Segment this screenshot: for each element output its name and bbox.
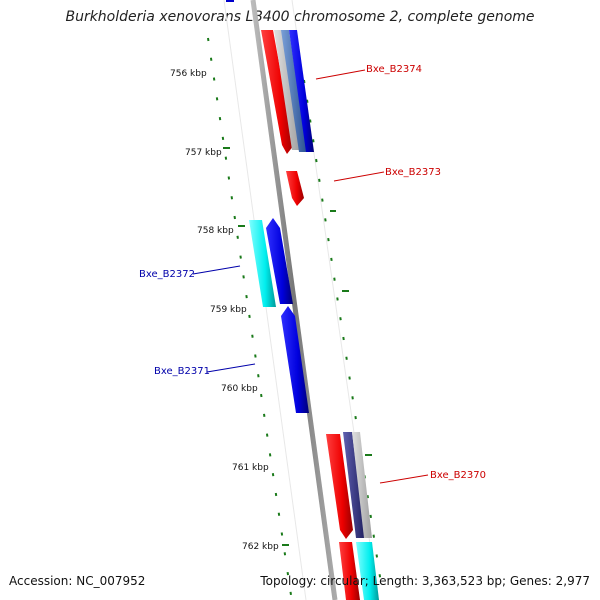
gc-skew-strong-marks xyxy=(223,147,372,546)
gene-label-bxe-b2371[interactable]: Bxe_B2371 xyxy=(154,366,210,377)
kbp-label: 761 kbp xyxy=(232,463,269,473)
gene-label-bxe-b2373[interactable]: Bxe_B2373 xyxy=(385,167,441,178)
gene-bxe-b2373[interactable] xyxy=(286,171,304,206)
gene-bxe-b2370-navy[interactable] xyxy=(343,432,365,538)
gene-bxe-b2374-steel[interactable] xyxy=(281,30,307,152)
gene-label-bxe-b2374[interactable]: Bxe_B2374 xyxy=(366,64,422,75)
kbp-scale: 756 kbp 757 kbp 758 kbp 759 kbp 760 kbp … xyxy=(170,69,279,552)
gene-bxe-b2370-red[interactable] xyxy=(326,434,353,539)
gene-next-red[interactable] xyxy=(339,542,360,600)
topology-text: Topology: circular; Length: 3,363,523 bp… xyxy=(260,574,590,588)
gene-bxe-b2370-group[interactable] xyxy=(326,432,372,539)
gene-bxe-b2374-group[interactable] xyxy=(261,30,314,154)
gene-top-partial[interactable] xyxy=(226,0,234,2)
gene-label-bxe-b2370[interactable]: Bxe_B2370 xyxy=(430,470,486,481)
kbp-label: 762 kbp xyxy=(242,542,279,552)
gene-label-bxe-b2372[interactable]: Bxe_B2372 xyxy=(139,269,195,280)
gene-bxe-b2372[interactable] xyxy=(266,218,293,304)
backbone-ring xyxy=(250,0,338,600)
kbp-label: 759 kbp xyxy=(210,305,247,315)
gene-bxe-b2371[interactable] xyxy=(281,306,309,413)
kbp-label: 757 kbp xyxy=(185,148,222,158)
kbp-label: 758 kbp xyxy=(197,226,234,236)
gene-next-cyan[interactable] xyxy=(356,542,379,600)
gene-bxe-b2374-gray[interactable] xyxy=(274,30,300,150)
kbp-label: 756 kbp xyxy=(170,69,207,79)
gc-skew-marks xyxy=(207,37,383,596)
gene-bxe-b2374-blue[interactable] xyxy=(289,30,314,152)
map-title: Burkholderia xenovorans LB400 chromosome… xyxy=(65,9,535,25)
kbp-label: 760 kbp xyxy=(221,384,258,394)
gene-bxe-b2370-gray[interactable] xyxy=(352,432,372,538)
accession-text: Accession: NC_007952 xyxy=(9,574,146,588)
gene-bxe-b2374-red[interactable] xyxy=(261,30,294,154)
gene-labels: Bxe_B2374 Bxe_B2373 Bxe_B2372 Bxe_B2371 … xyxy=(139,64,486,484)
gene-bxe-b2372-rna[interactable] xyxy=(249,220,276,307)
